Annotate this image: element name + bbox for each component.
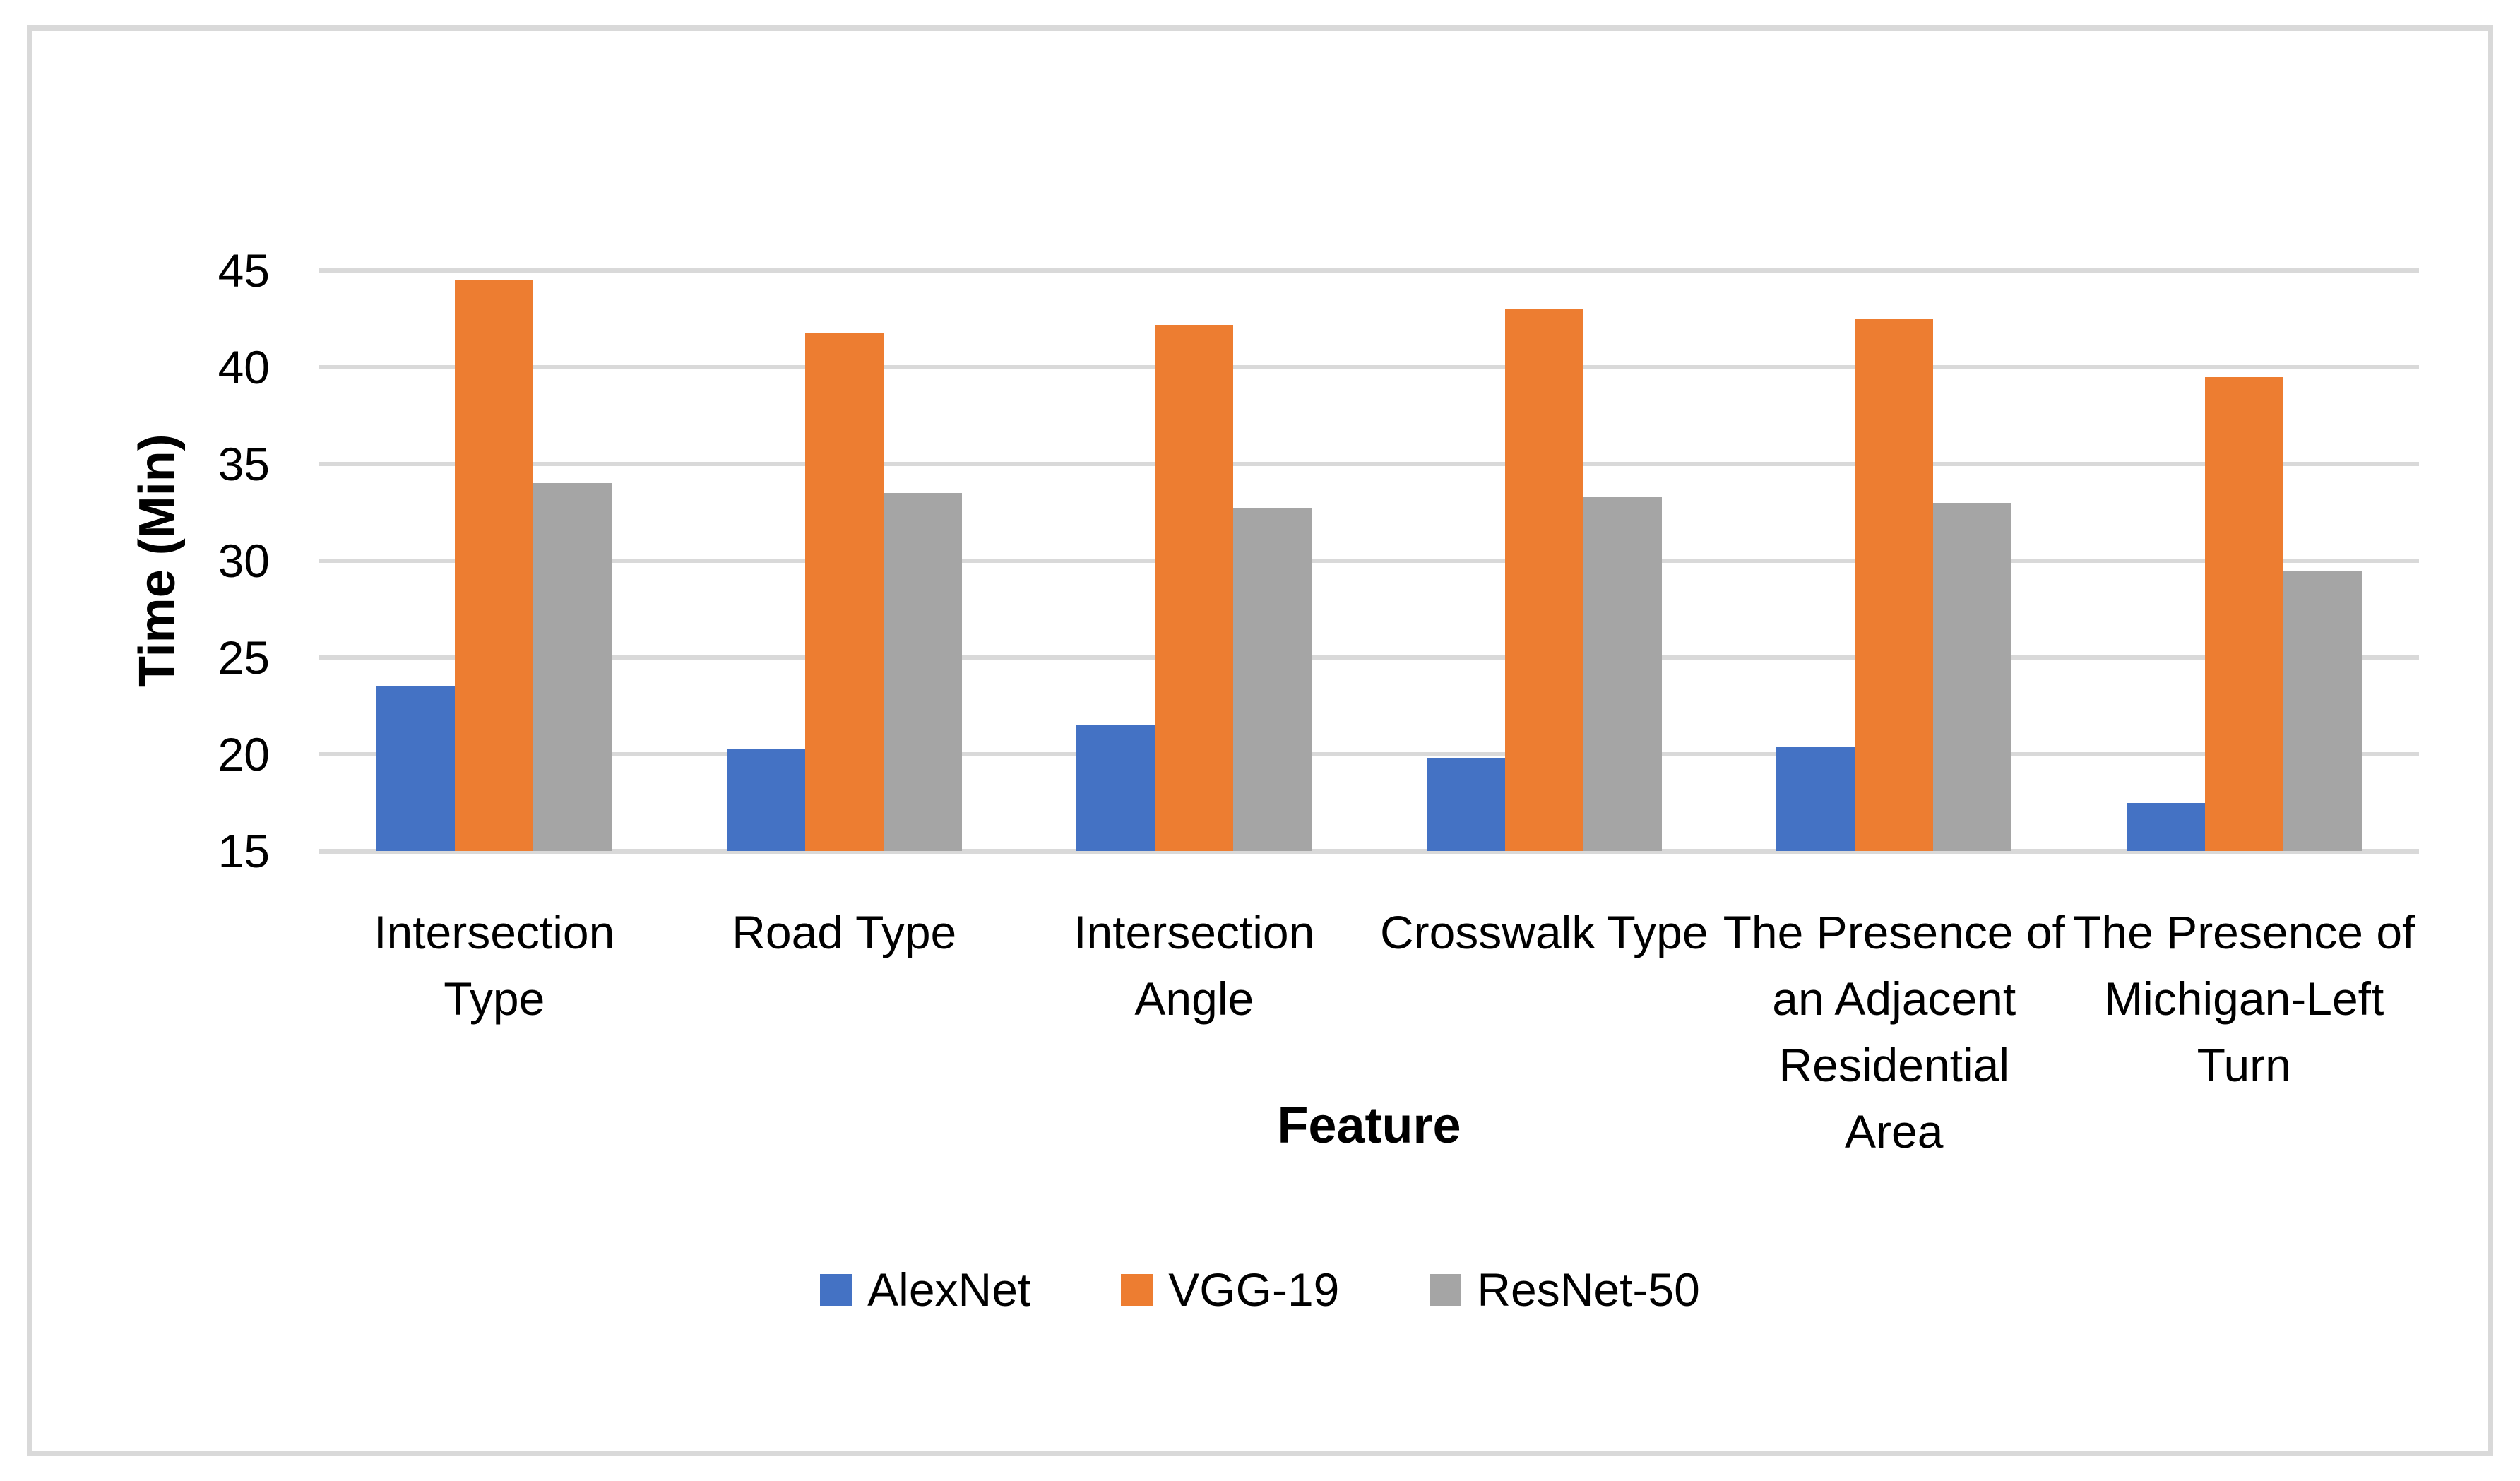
legend-label-vgg-19: VGG-19 (1168, 1263, 1340, 1316)
legend-item-resnet-50: ResNet-50 (1430, 1263, 1700, 1316)
bar-alexnet-5 (1776, 747, 1855, 851)
y-tick-label-40: 40 (218, 341, 270, 393)
legend-swatch-resnet-50 (1430, 1273, 1462, 1306)
bar-resnet-50-4 (1583, 496, 1662, 851)
legend-label-alexnet: AlexNet (867, 1263, 1031, 1316)
bar-resnet-50-3 (1233, 508, 1312, 851)
plot-area (319, 268, 2419, 854)
bar-resnet-50-2 (883, 493, 962, 851)
gridline-y40 (319, 365, 2419, 369)
bar-vgg-19-6 (2204, 376, 2283, 851)
x-axis-title: Feature (1277, 1098, 1461, 1154)
bar-resnet-50-1 (533, 483, 612, 851)
gridline-y45 (319, 268, 2419, 273)
legend-swatch-alexnet (820, 1273, 852, 1306)
y-tick-label-45: 45 (218, 244, 270, 297)
y-tick-label-20: 20 (218, 728, 270, 780)
gridline-y20 (319, 752, 2419, 756)
bar-vgg-19-4 (1504, 309, 1583, 851)
x-category-label-2: Road Type (732, 906, 957, 958)
bar-alexnet-4 (1426, 758, 1505, 851)
bar-alexnet-2 (726, 748, 805, 851)
bar-vgg-19-5 (1855, 319, 1934, 851)
bar-vgg-19-3 (1155, 324, 1234, 851)
y-tick-label-35: 35 (218, 438, 270, 490)
bar-vgg-19-1 (455, 280, 534, 851)
y-tick-label-25: 25 (218, 631, 270, 684)
y-tick-label-15: 15 (218, 825, 270, 877)
y-tick-label-30: 30 (218, 535, 270, 587)
bar-alexnet-1 (376, 686, 456, 851)
x-category-label-5: The Presence of an Adjacent Residential … (1723, 906, 2065, 1158)
x-category-label-1: Intersection Type (374, 906, 615, 1025)
x-category-label-3: Intersection Angle (1074, 906, 1315, 1025)
bar-resnet-50-5 (1933, 502, 2012, 851)
gridline-y35 (319, 462, 2419, 466)
x-category-label-6: The Presence of Michigan-Left Turn (2073, 906, 2415, 1091)
bar-resnet-50-6 (2283, 570, 2362, 851)
legend-item-alexnet: AlexNet (820, 1263, 1030, 1316)
legend-swatch-vgg-19 (1121, 1273, 1153, 1306)
x-category-label-4: Crosswalk Type (1379, 906, 1708, 958)
gridline-y25 (319, 655, 2419, 660)
gridline-y15 (319, 849, 2419, 854)
gridline-y30 (319, 559, 2419, 563)
legend-label-resnet-50: ResNet-50 (1477, 1263, 1700, 1316)
bar-vgg-19-2 (804, 332, 884, 851)
legend-item-vgg-19: VGG-19 (1121, 1263, 1339, 1316)
legend: AlexNet VGG-19 ResNet-50 (0, 1263, 2520, 1316)
bar-alexnet-6 (2126, 802, 2205, 851)
bar-alexnet-3 (1076, 725, 1155, 851)
